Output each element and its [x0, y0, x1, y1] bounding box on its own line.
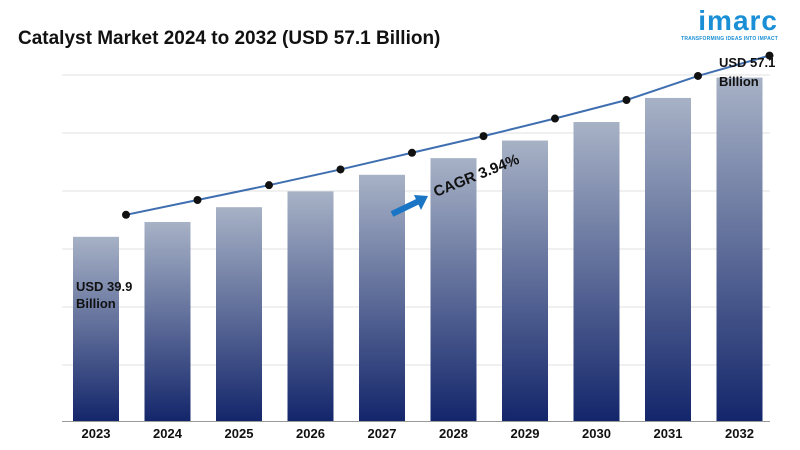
trend-line [122, 51, 774, 219]
chart-title: Catalyst Market 2024 to 2032 (USD 57.1 B… [18, 28, 441, 49]
trend-polyline [125, 54, 770, 216]
bar-series [73, 77, 763, 422]
bar-2025 [216, 207, 262, 421]
cagr-arrow-icon [390, 195, 428, 217]
trend-marker-2028 [479, 132, 488, 141]
trend-marker-2024 [193, 195, 202, 204]
end-value-label-line1: USD 57.1 [719, 55, 775, 70]
start-value-label-line1: USD 39.9 [76, 279, 132, 294]
trend-marker-2029 [551, 114, 559, 123]
bar-2027 [359, 174, 405, 421]
trend-marker-2026 [336, 165, 345, 174]
x-tick-label: 2026 [296, 426, 325, 441]
trend-marker-2032 [765, 51, 774, 60]
bar-2029 [502, 140, 548, 421]
x-tick-label: 2032 [725, 426, 754, 441]
bar-2032 [716, 77, 763, 421]
x-tick-label: 2027 [368, 426, 397, 441]
bar-2024 [144, 221, 191, 421]
x-tick-label: 2030 [582, 426, 611, 441]
bar-2030 [573, 122, 620, 422]
x-tick-label: 2023 [82, 426, 111, 441]
bar-2031 [645, 97, 691, 421]
logo-wordmark: imarc [698, 5, 778, 36]
trend-marker-2030 [622, 96, 631, 105]
x-tick-label: 2031 [654, 426, 683, 441]
x-tick-label: 2028 [439, 426, 468, 441]
logo-tagline: TRANSFORMING IDEAS INTO IMPACT [681, 36, 778, 42]
bar-2026 [287, 191, 334, 421]
x-tick-label: 2024 [153, 426, 183, 441]
x-tick-label: 2025 [225, 426, 254, 441]
x-tick-labels: 2023 2024 2025 2026 2027 2028 2029 2030 2031 2032 [82, 426, 754, 441]
trend-marker-2023 [122, 210, 130, 219]
trend-marker-2027 [408, 148, 416, 157]
trend-marker-2031 [694, 71, 702, 80]
trend-marker-2025 [265, 181, 273, 190]
bar-2023 [73, 236, 119, 421]
start-value-label-line2: Billion [76, 296, 116, 311]
bar-2028 [430, 158, 477, 421]
end-value-label-line2: Billion [719, 74, 759, 89]
x-tick-label: 2029 [511, 426, 540, 441]
brand-logo: imarc TRANSFORMING IDEAS INTO IMPACT [658, 5, 778, 43]
